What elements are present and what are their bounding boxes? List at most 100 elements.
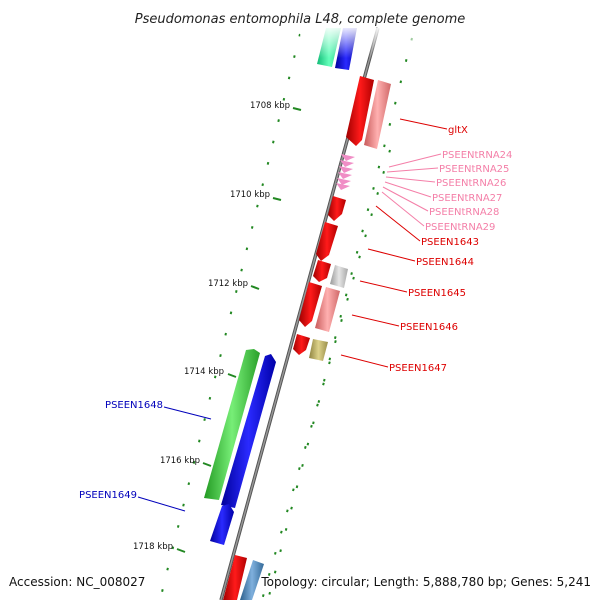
page-title: Pseudomonas entomophila L48, complete ge… [135,12,466,27]
leader-trna26 [385,176,436,183]
leader-trna25 [386,167,439,173]
label-pseen1648[interactable]: PSEEN1648 [105,400,163,411]
track-dot [388,122,392,126]
gene-pseen1646[interactable] [299,282,322,327]
track-dot [284,527,288,531]
track-dot [383,144,386,148]
gene-pink-gltx[interactable] [364,80,391,149]
gene-pink-1646[interactable] [315,287,340,332]
label-trna25[interactable]: PSEENtRNA25 [439,164,509,175]
label-pseen1647[interactable]: PSEEN1647 [389,363,447,374]
label-trna27[interactable]: PSEENtRNA27 [432,193,502,204]
gene-gray[interactable] [330,265,348,288]
trna-26[interactable] [339,166,353,173]
trna-28[interactable] [337,178,351,185]
track-dot [250,225,254,229]
gene-pseen1647[interactable] [293,334,310,355]
leader-pseen1647 [340,354,389,368]
gene-olive[interactable] [309,339,328,361]
track-dot [240,268,243,272]
label-pseen1646[interactable]: PSEEN1646 [400,322,458,333]
track-dot [370,213,373,217]
track-dot [310,424,313,428]
track-dot [261,594,265,598]
trna-24[interactable] [341,154,355,161]
gene-steelblue-bottom[interactable] [240,560,264,600]
label-pseen1645[interactable]: PSEEN1645 [408,288,466,299]
track-dot [404,59,408,62]
track-dot [355,250,359,254]
gene-blue-lower[interactable] [210,504,234,545]
track-dot [277,119,280,123]
track-dot [273,570,277,574]
track-dot [282,97,286,101]
label-trna24[interactable]: PSEENtRNA24 [442,150,512,161]
track-dot [213,375,217,379]
trna-29[interactable] [336,183,350,190]
track-dot [328,357,332,361]
track-dot [322,382,325,386]
gene-gltx[interactable] [346,76,374,146]
gene-pseen1644[interactable] [316,222,338,261]
track-dot [268,591,271,595]
tick-label: 1716 kbp [160,456,200,466]
gene-pseen1649[interactable] [221,354,276,508]
track-dot [224,332,227,336]
label-trna26[interactable]: PSEENtRNA26 [436,178,506,189]
track-dot [366,208,370,212]
gene-red-bottom[interactable] [223,555,247,600]
track-dot [286,509,289,513]
track-dot [328,361,331,365]
leader-trna24 [388,153,442,168]
track-dot [293,55,296,59]
track-dot [344,293,348,297]
track-dot [317,400,321,403]
gene-pseen1643[interactable] [328,196,346,221]
track-dot [219,354,222,358]
tick-mark [272,197,282,201]
track-dot [280,530,283,534]
tick-mark [202,462,212,467]
inner-dotted-track [261,149,391,598]
track-dot [361,229,364,233]
track-dot [176,524,180,528]
label-pseen1644[interactable]: PSEEN1644 [416,257,474,268]
label-pseen1649[interactable]: PSEEN1649 [79,490,137,501]
label-trna28[interactable]: PSEENtRNA28 [429,207,499,218]
leader-pseen1649 [137,496,186,512]
top-fade [300,28,420,58]
leader-pseen1644 [367,248,416,262]
trna-25[interactable] [340,160,354,167]
leader-pseen1648 [163,406,212,420]
track-dot [272,140,275,144]
track-dot [229,311,233,315]
track-dot [235,290,238,293]
track-dot [346,297,349,301]
track-dot [292,488,295,492]
track-dot [192,460,196,464]
track-dot [399,80,403,84]
label-trna29[interactable]: PSEENtRNA29 [425,222,495,233]
track-dot [316,403,319,407]
leader-pseen1646 [351,314,400,327]
track-dot [256,204,259,208]
track-dot [198,439,201,443]
accession-text: Accession: NC_008027 [9,575,145,589]
leader-pseen1643 [375,205,421,242]
label-pseen1643[interactable]: PSEEN1643 [421,237,479,248]
track-dot [290,506,293,510]
gene-pseen1645[interactable] [313,260,331,282]
forward-strand-genes [293,76,391,361]
track-dot [166,567,169,571]
track-dot [171,546,175,550]
label-gltx[interactable]: gltX [448,125,468,136]
gene-pseen1648[interactable] [204,349,260,500]
track-dot [295,485,299,489]
topology-text: Topology: circular; Length: 5,888,780 bp… [260,575,591,589]
track-dot [352,276,355,280]
track-dot [287,76,291,80]
track-dot [377,165,381,169]
track-dot [334,340,337,344]
trna-27[interactable] [338,172,352,179]
track-dot [388,149,391,153]
